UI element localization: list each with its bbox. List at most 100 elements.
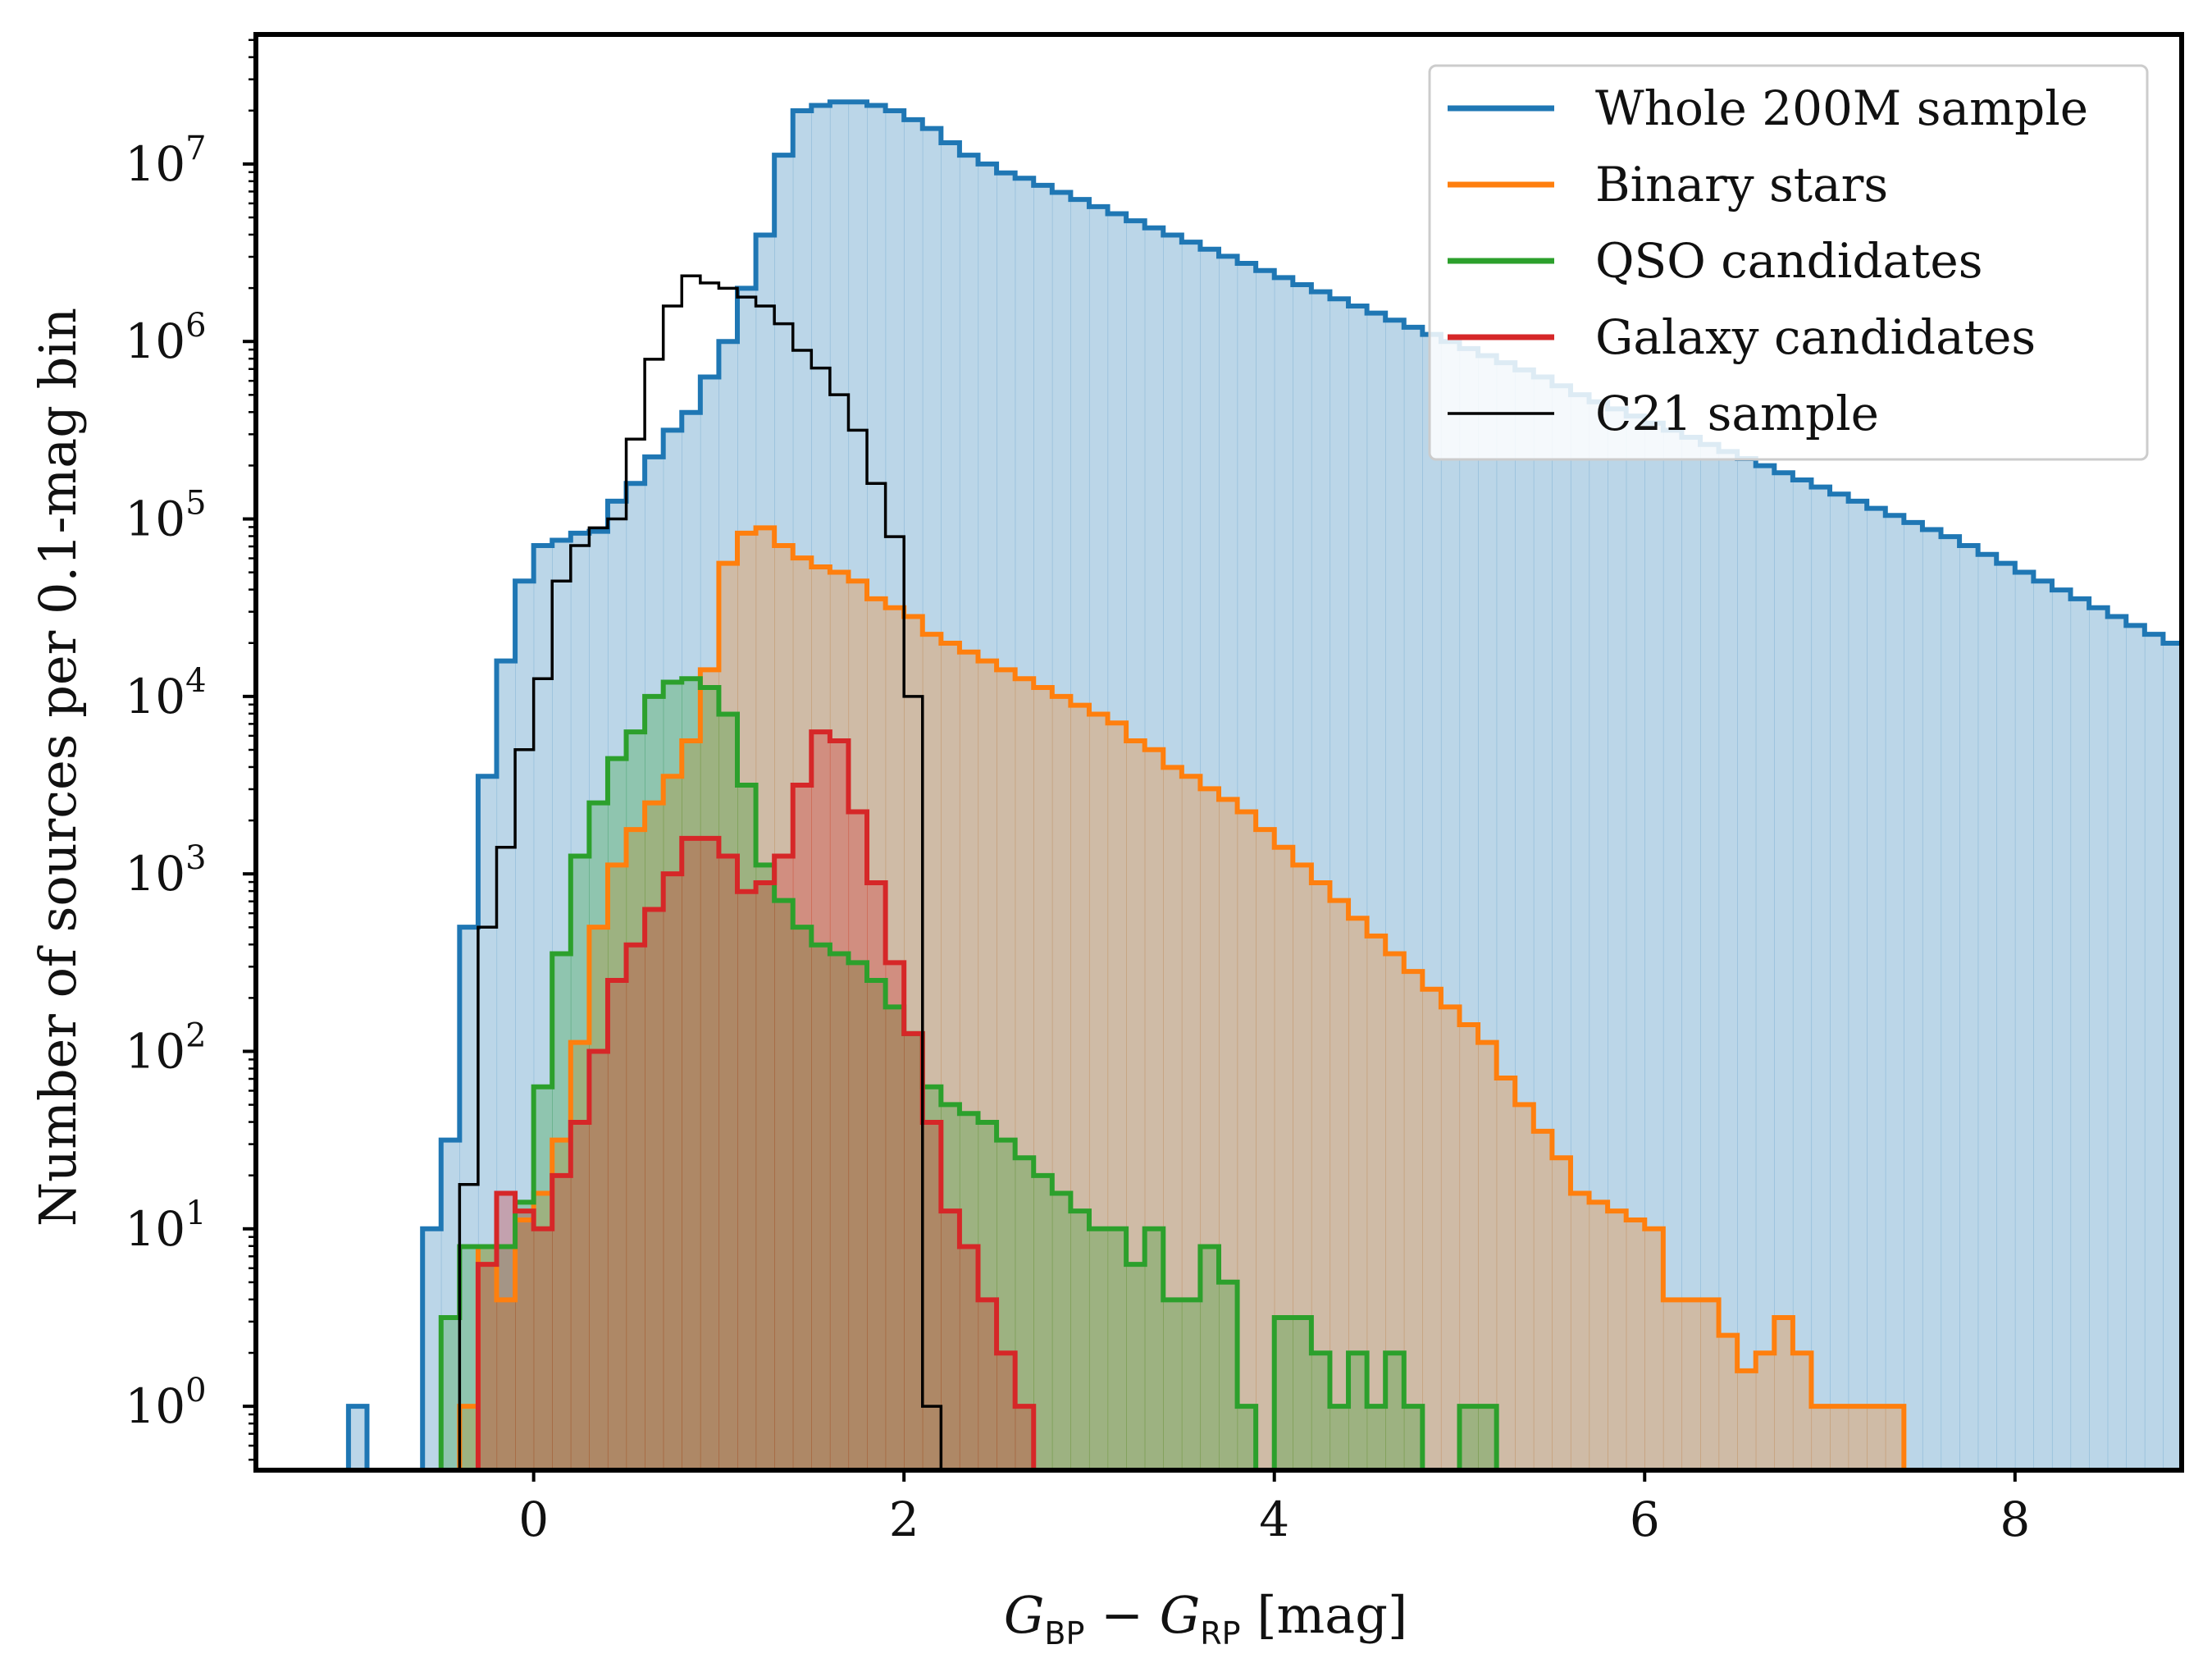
bar-qso-candidates-29: [978, 1122, 997, 1470]
bar-qso-candidates-56: [1478, 1406, 1498, 1470]
bar-qso-candidates-37: [1126, 1264, 1146, 1470]
bar-whole-200m-sample-7: [477, 776, 498, 1470]
bar-qso-candidates-42: [1219, 1281, 1238, 1470]
bar-qso-candidates-43: [1237, 1406, 1257, 1470]
bar-whole-200m-sample-62: [1496, 363, 1516, 1470]
bar-binary-stars-16: [755, 528, 775, 1470]
bar-binary-stars-51: [1403, 971, 1423, 1470]
bar-qso-candidates-55: [1459, 1406, 1479, 1470]
legend-label-qso-candidates: QSO candidates: [1595, 233, 1982, 289]
bar-whole-200m-sample-51: [1293, 285, 1312, 1470]
bar-binary-stars-58: [1533, 1131, 1553, 1470]
bar-binary-stars-65: [1662, 1300, 1683, 1470]
bar-binary-stars-69: [1737, 1370, 1757, 1470]
bar-whole-200m-sample-78: [1792, 479, 1813, 1470]
bar-qso-candidates-1: [459, 1246, 479, 1470]
bar-binary-stars-73: [1811, 1406, 1831, 1470]
bar-binary-stars-23: [885, 607, 905, 1470]
bar-qso-candidates-31: [1015, 1158, 1034, 1470]
bar-whole-200m-sample-44: [1163, 235, 1183, 1470]
bar-binary-stars-10: [645, 802, 664, 1470]
bar-galaxy-candidates-30: [1015, 1406, 1034, 1470]
series-fill-binary-stars: [459, 528, 1904, 1470]
legend-label-c21-sample: C21 sample: [1595, 386, 1879, 441]
series-fill-whole-200m-sample: [348, 102, 2182, 1470]
bar-whole-200m-sample-93: [2070, 598, 2090, 1470]
bar-whole-200m-sample-81: [1848, 500, 1868, 1470]
bar-whole-200m-sample-22: [755, 235, 775, 1470]
x-axis-ticks: 0 2 4 6 8: [518, 1470, 2030, 1547]
bar-whole-200m-sample-50: [1274, 277, 1293, 1470]
bar-qso-candidates-3: [496, 1246, 516, 1470]
bar-binary-stars-5: [552, 1140, 572, 1470]
bar-whole-200m-sample-53: [1329, 299, 1349, 1470]
bar-qso-candidates-9: [607, 758, 627, 1470]
bar-qso-candidates-13: [682, 678, 701, 1470]
legend-label-galaxy-candidates: Galaxy candidates: [1595, 309, 2036, 365]
x-axis-label: GBP − GRP [mag]: [1004, 1585, 1407, 1651]
bar-whole-200m-sample-89: [1996, 563, 2016, 1470]
bar-qso-candidates-11: [645, 696, 664, 1470]
bar-whole-200m-sample-66: [1570, 395, 1590, 1470]
bar-whole-200m-sample-28: [867, 105, 887, 1470]
bar-binary-stars-44: [1274, 847, 1293, 1470]
bar-binary-stars-48: [1348, 918, 1368, 1470]
bar-whole-200m-sample-70: [1644, 423, 1664, 1470]
bar-galaxy-candidates-17: [774, 856, 794, 1470]
bar-binary-stars-62: [1608, 1211, 1627, 1470]
bar-binary-stars-29: [997, 669, 1016, 1470]
bar-binary-stars-11: [663, 776, 682, 1470]
bar-whole-200m-sample-27: [848, 102, 868, 1470]
bar-qso-candidates-18: [774, 900, 794, 1470]
series-line-galaxy-candidates: [475, 729, 1037, 1470]
bar-whole-200m-sample-56: [1385, 320, 1405, 1470]
bar-binary-stars-55: [1478, 1042, 1498, 1470]
bar-galaxy-candidates-4: [533, 1228, 553, 1470]
bar-binary-stars-77: [1885, 1406, 1904, 1470]
bar-whole-200m-sample-58: [1422, 334, 1442, 1470]
y-tick-label-5: 105: [125, 485, 206, 547]
bar-whole-200m-sample-76: [1755, 465, 1775, 1470]
bar-galaxy-candidates-10: [645, 909, 664, 1470]
bar-whole-200m-sample-41: [1107, 213, 1127, 1470]
bar-binary-stars-40: [1200, 788, 1220, 1470]
bar-binary-stars-71: [1774, 1317, 1794, 1470]
bar-binary-stars-53: [1440, 1007, 1461, 1470]
bar-qso-candidates-39: [1163, 1300, 1183, 1470]
bar-whole-200m-sample-23: [774, 155, 794, 1470]
y-tick-label-4: 104: [125, 662, 206, 724]
bar-whole-200m-sample-46: [1200, 249, 1220, 1470]
bar-galaxy-candidates-12: [682, 838, 701, 1470]
bar-whole-200m-sample-31: [922, 128, 942, 1470]
legend-items: Whole 200M sample Binary stars QSO candida…: [1448, 80, 2088, 441]
bar-whole-200m-sample-48: [1237, 263, 1257, 1470]
bar-qso-candidates-4: [515, 1202, 535, 1470]
bar-qso-candidates-41: [1200, 1246, 1220, 1470]
bar-binary-stars-30: [1015, 678, 1034, 1470]
bar-qso-candidates-30: [997, 1140, 1016, 1470]
bar-qso-candidates-2: [477, 1246, 498, 1470]
bar-galaxy-candidates-19: [811, 732, 831, 1470]
bar-binary-stars-1: [477, 1246, 498, 1470]
bar-whole-200m-sample-42: [1126, 221, 1146, 1470]
bar-binary-stars-31: [1033, 688, 1053, 1470]
bar-whole-200m-sample-90: [2014, 572, 2034, 1470]
bar-galaxy-candidates-1: [477, 1264, 498, 1470]
bar-galaxy-candidates-7: [589, 1051, 609, 1470]
bar-qso-candidates-19: [792, 927, 812, 1470]
bar-binary-stars-60: [1570, 1193, 1590, 1470]
bar-whole-200m-sample-84: [1904, 522, 1923, 1470]
bar-whole-200m-sample-43: [1144, 227, 1164, 1470]
bar-qso-candidates-45: [1274, 1317, 1293, 1470]
bar-whole-200m-sample-96: [2126, 625, 2146, 1470]
bar-whole-200m-sample-59: [1440, 341, 1461, 1470]
bar-galaxy-candidates-9: [626, 944, 645, 1470]
bar-binary-stars-75: [1848, 1406, 1868, 1470]
bar-whole-200m-sample-57: [1403, 327, 1423, 1470]
bar-binary-stars-4: [533, 1193, 553, 1470]
bar-qso-candidates-38: [1144, 1228, 1164, 1470]
legend-label-binary-stars: Binary stars: [1595, 157, 1888, 212]
bar-whole-200m-sample-61: [1478, 355, 1498, 1470]
bar-qso-candidates-36: [1107, 1228, 1127, 1470]
bar-whole-200m-sample-49: [1256, 270, 1275, 1470]
